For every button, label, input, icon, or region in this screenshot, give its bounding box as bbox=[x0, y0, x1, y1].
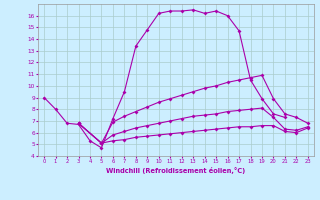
X-axis label: Windchill (Refroidissement éolien,°C): Windchill (Refroidissement éolien,°C) bbox=[106, 167, 246, 174]
